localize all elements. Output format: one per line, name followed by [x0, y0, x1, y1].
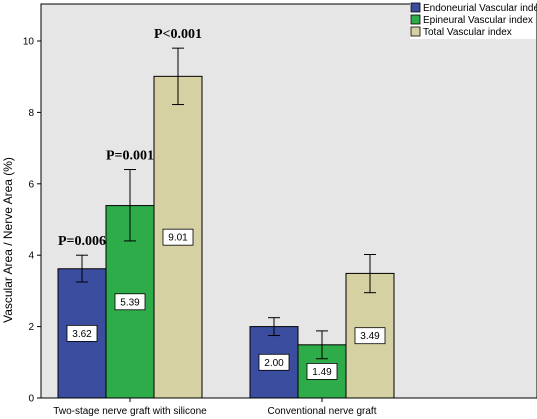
x-category-label: Two-stage nerve graft with silicone — [53, 406, 207, 417]
data-label: 3.49 — [360, 331, 380, 342]
data-label: 1.49 — [312, 367, 332, 378]
p-value-annotation: P=0.006 — [58, 234, 106, 249]
x-axis-categories: Two-stage nerve graft with silicone Conve… — [53, 398, 377, 417]
legend-background — [410, 1, 536, 39]
legend-swatch — [410, 26, 421, 37]
data-label: 9.01 — [168, 233, 188, 244]
data-label: 3.62 — [72, 329, 92, 340]
data-label-box — [114, 293, 146, 311]
y-tick-label: 8 — [28, 108, 34, 119]
x-category-label: Conventional nerve graft — [268, 406, 377, 417]
data-label-box — [258, 353, 290, 371]
y-tick-label: 10 — [23, 37, 35, 48]
p-value-annotations: P=0.006 P=0.001 P<0.001 — [58, 27, 202, 249]
y-axis: 0 2 4 6 8 10 — [23, 37, 41, 405]
data-label-box — [162, 228, 194, 246]
legend-entry: Total Vascular index — [423, 27, 512, 38]
data-label: 2.00 — [264, 358, 284, 369]
data-label-box — [66, 324, 98, 342]
legend-entry: Epineural Vascular index — [423, 15, 533, 26]
y-axis-title: Vascular Area / Nerve Area (%) — [1, 157, 15, 323]
data-label-box — [306, 363, 338, 380]
p-value-annotation: P<0.001 — [154, 27, 202, 42]
y-tick-label: 2 — [28, 322, 34, 333]
data-labels-group: 3.62 5.39 9.01 2.00 1.49 3.49 — [66, 228, 386, 380]
y-tick-label: 0 — [28, 394, 34, 405]
y-tick-label: 6 — [28, 179, 34, 190]
legend-entry: Endoneurial Vascular index — [423, 3, 537, 14]
y-tick-label: 4 — [28, 251, 34, 262]
legend-swatch — [410, 14, 421, 25]
data-label-box — [354, 327, 386, 345]
legend-swatch — [410, 2, 421, 13]
error-bars-group — [76, 47, 376, 360]
data-label: 5.39 — [120, 297, 140, 308]
p-value-annotation: P=0.001 — [106, 149, 154, 164]
